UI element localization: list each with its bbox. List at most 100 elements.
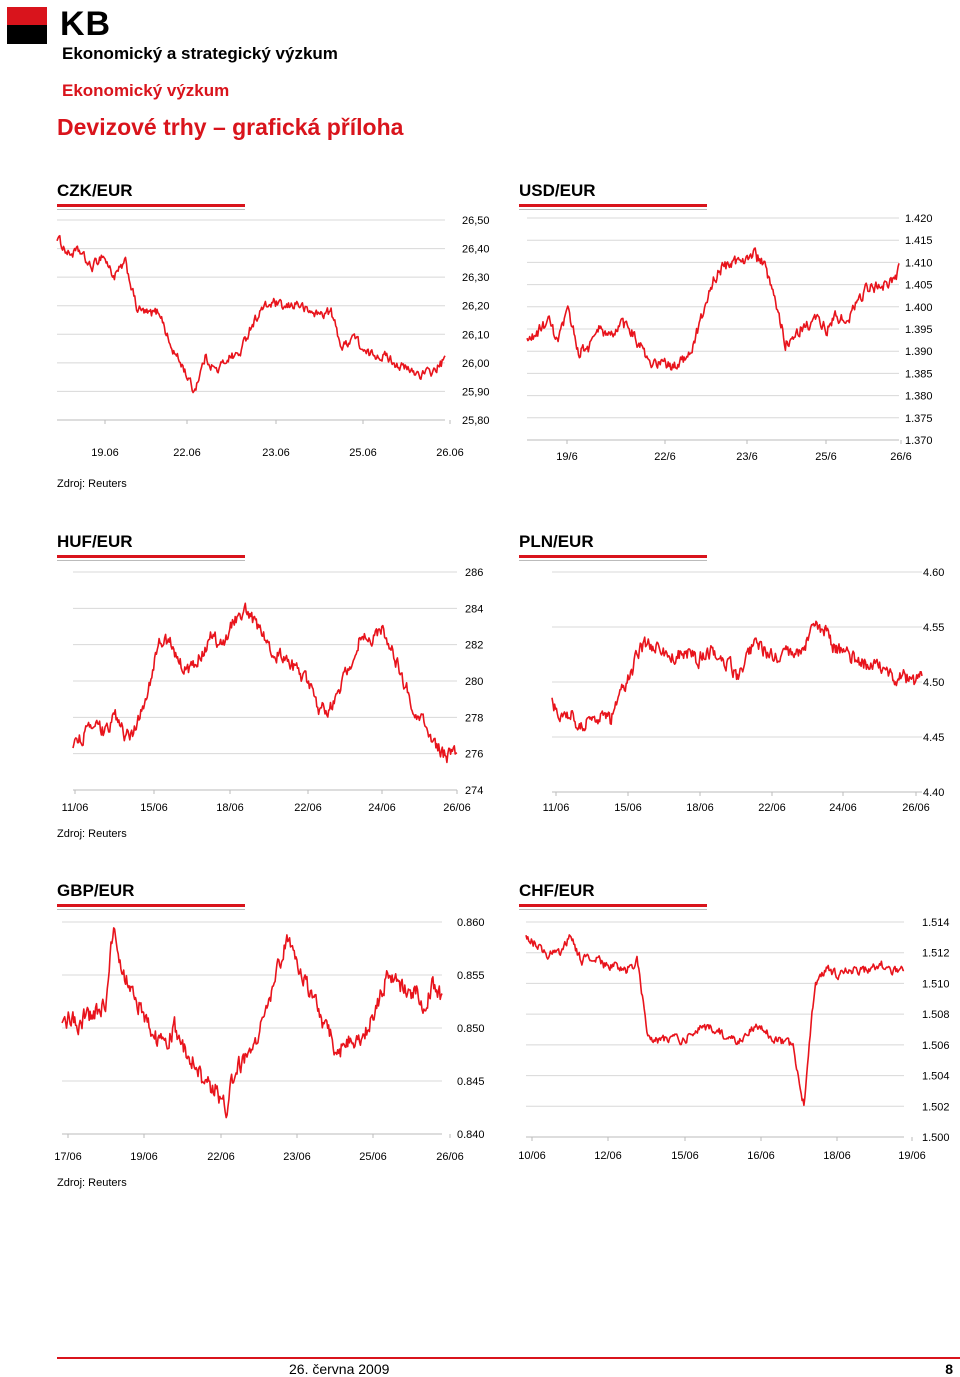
department-title: Ekonomický a strategický výzkum: [62, 44, 338, 63]
x-tick-label: 19/06: [130, 1151, 158, 1163]
x-tick-label: 23/6: [736, 451, 757, 463]
x-tick-label: 19/06: [898, 1150, 926, 1162]
x-tick-label: 26.06: [436, 447, 464, 459]
series-line-pln: [551, 620, 923, 732]
y-tick-label: 1.508: [922, 1009, 950, 1021]
y-tick-label: 280: [465, 676, 483, 688]
y-tick-label: 1.380: [905, 391, 933, 403]
page-number: 8: [945, 1361, 953, 1377]
y-tick-label: 286: [465, 567, 483, 579]
x-tick-label: 22/06: [207, 1151, 235, 1163]
chart-title-czk: CZK/EUR: [57, 181, 133, 200]
chart-divider: [57, 555, 245, 561]
page-title: Devizové trhy – grafická příloha: [57, 114, 404, 140]
y-tick-label: 26,20: [462, 301, 490, 313]
huf-eur-chart: 286 284 282 280 278 276 274 11/06 15/06 18/06 22/0…: [62, 567, 484, 814]
y-tick-label: 1.395: [905, 324, 933, 336]
chart-title-huf: HUF/EUR: [57, 532, 133, 551]
chart-divider: [519, 204, 707, 210]
chf-eur-chart: 1.514 1.512 1.510 1.508 1.506 1.504 1.502 1.500…: [518, 917, 950, 1162]
y-tick-label: 4.50: [923, 677, 944, 689]
y-tick-label: 0.855: [457, 970, 485, 982]
series-line-gbp: [61, 927, 443, 1119]
y-tick-label: 0.845: [457, 1076, 485, 1088]
y-tick-label: 26,00: [462, 358, 490, 370]
x-tick-label: 23/06: [283, 1151, 311, 1163]
source-note: Zdroj: Reuters: [57, 828, 127, 840]
y-tick-label: 1.514: [922, 917, 950, 929]
x-tick-label: 18/06: [686, 802, 714, 814]
usd-eur-chart: 1.420 1.415 1.410 1.405 1.400 1.395 1.390 1.385…: [526, 213, 933, 463]
x-tick-label: 15/06: [671, 1150, 699, 1162]
x-tick-label: 18/06: [823, 1150, 851, 1162]
y-tick-label: 1.370: [905, 435, 933, 447]
x-tick-label: 25.06: [349, 447, 377, 459]
y-tick-label: 276: [465, 749, 483, 761]
x-tick-label: 15/06: [140, 802, 168, 814]
y-tick-label: 4.40: [923, 787, 944, 799]
chart-title-usd: USD/EUR: [519, 181, 596, 200]
x-tick-label: 11/06: [543, 802, 570, 814]
y-tick-label: 1.415: [905, 235, 933, 247]
x-tick-label: 12/06: [594, 1150, 622, 1162]
y-tick-label: 1.400: [905, 302, 933, 314]
y-tick-label: 278: [465, 712, 483, 724]
czk-eur-chart: 26,50 26,40 26,30 26,20 26,10 26,00 25,90 25,80…: [56, 215, 490, 459]
x-tick-label: 22/06: [294, 802, 322, 814]
x-tick-label: 18/06: [216, 802, 244, 814]
y-tick-label: 0.850: [457, 1023, 485, 1035]
y-tick-label: 26,40: [462, 244, 490, 256]
y-tick-label: 26,10: [462, 329, 490, 341]
y-tick-label: 4.45: [923, 732, 944, 744]
chart-title-pln: PLN/EUR: [519, 532, 594, 551]
source-note: Zdroj: Reuters: [57, 478, 127, 490]
gbp-eur-chart: 0.860 0.855 0.850 0.845 0.840 17/06 19/06 22/06…: [54, 917, 485, 1163]
chart-divider: [519, 904, 707, 910]
y-tick-label: 282: [465, 640, 483, 652]
logo-text: KB: [60, 5, 112, 43]
x-tick-label: 24/06: [829, 802, 857, 814]
x-tick-label: 25/6: [815, 451, 836, 463]
y-tick-label: 25,90: [462, 386, 490, 398]
y-tick-label: 25,80: [462, 415, 490, 427]
x-tick-label: 19.06: [91, 447, 119, 459]
chart-title-gbp: GBP/EUR: [57, 881, 135, 900]
y-tick-label: 1.510: [922, 978, 950, 990]
x-tick-label: 11/06: [62, 802, 89, 814]
y-tick-label: 1.405: [905, 280, 933, 292]
x-tick-label: 16/06: [747, 1150, 775, 1162]
y-tick-label: 26,50: [462, 215, 490, 227]
y-tick-label: 1.410: [905, 257, 933, 269]
x-tick-label: 10/06: [518, 1150, 546, 1162]
series-line-usd: [526, 247, 900, 371]
y-tick-label: 284: [465, 603, 483, 615]
x-tick-label: 26/6: [890, 451, 911, 463]
y-tick-label: 4.55: [923, 622, 944, 634]
series-line-chf: [525, 934, 905, 1107]
x-tick-label: 25/06: [359, 1151, 387, 1163]
x-tick-label: 15/06: [614, 802, 642, 814]
y-tick-label: 1.420: [905, 213, 933, 225]
y-tick-label: 274: [465, 785, 483, 797]
x-tick-label: 23.06: [262, 447, 290, 459]
x-tick-label: 26/06: [443, 802, 471, 814]
footer-divider: [57, 1357, 960, 1359]
x-tick-label: 22/6: [654, 451, 675, 463]
pln-eur-chart: 4.60 4.55 4.50 4.45 4.40 11/06 15/06 18/06 22/06…: [543, 567, 945, 814]
section-subtitle: Ekonomický výzkum: [62, 81, 230, 100]
series-line-huf: [72, 602, 458, 764]
x-tick-label: 19/6: [556, 451, 577, 463]
chart-divider: [57, 904, 245, 910]
chart-title-chf: CHF/EUR: [519, 881, 595, 900]
x-tick-label: 26/06: [436, 1151, 464, 1163]
y-tick-label: 1.390: [905, 346, 933, 358]
y-tick-label: 0.860: [457, 917, 485, 929]
chart-divider: [57, 204, 245, 210]
y-tick-label: 1.375: [905, 413, 933, 425]
x-tick-label: 22.06: [173, 447, 201, 459]
y-tick-label: 1.500: [922, 1132, 950, 1144]
y-tick-label: 4.60: [923, 567, 944, 579]
y-tick-label: 1.385: [905, 368, 933, 380]
x-tick-label: 17/06: [54, 1151, 82, 1163]
y-tick-label: 1.504: [922, 1071, 950, 1083]
